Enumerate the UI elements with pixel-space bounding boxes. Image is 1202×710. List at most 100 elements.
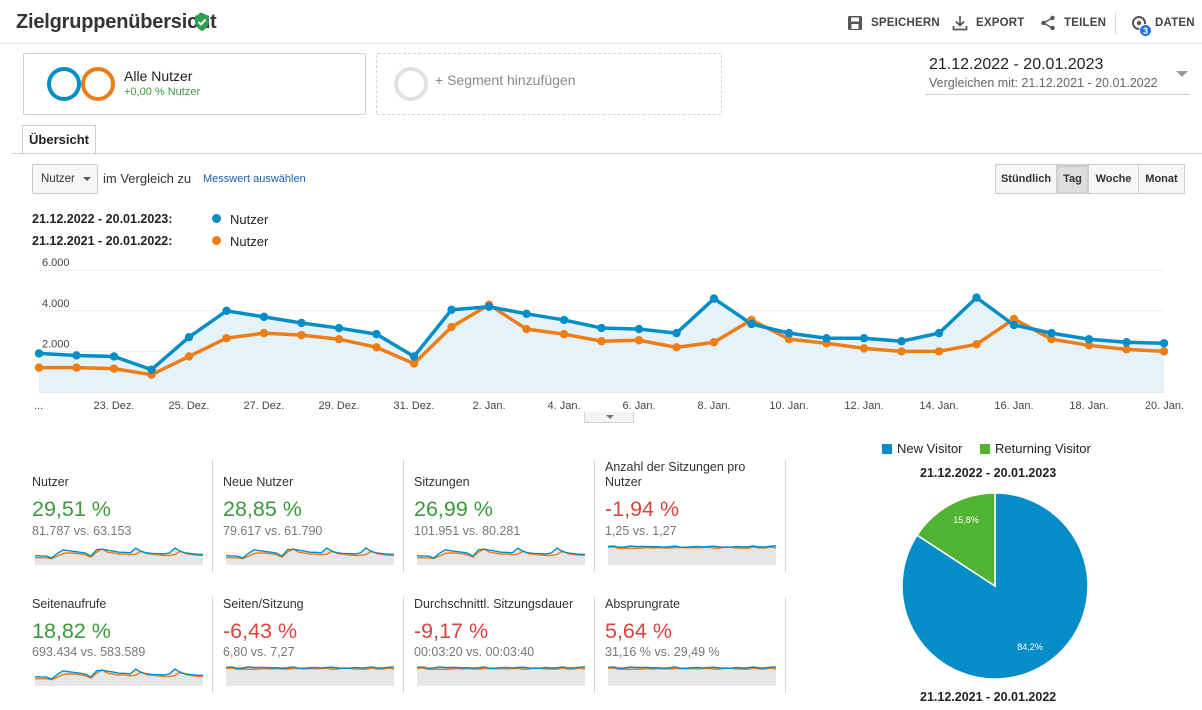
data-point-current[interactable] <box>1047 328 1056 338</box>
data-point-previous[interactable] <box>447 322 456 332</box>
share-button[interactable]: TEILEN <box>1040 13 1106 33</box>
data-point-current[interactable] <box>222 306 231 315</box>
data-point-previous[interactable] <box>597 337 606 346</box>
data-point-current[interactable] <box>447 305 456 314</box>
data-point-previous[interactable] <box>1159 347 1169 356</box>
data-point-previous[interactable] <box>334 335 344 344</box>
share-icon <box>1041 15 1055 31</box>
x-tick-label: 8. Jan. <box>697 400 730 412</box>
data-point-current[interactable] <box>259 312 269 322</box>
sparkline-current <box>416 666 586 669</box>
data-point-current[interactable] <box>409 352 419 361</box>
data-point-previous[interactable] <box>672 343 681 352</box>
data-point-current[interactable] <box>109 352 119 361</box>
data-point-previous[interactable] <box>109 364 119 373</box>
data-point-previous[interactable] <box>259 328 269 338</box>
data-point-previous[interactable] <box>934 347 944 356</box>
sparkline-previous <box>226 548 395 560</box>
tab-underline <box>12 153 1202 154</box>
granularity-week[interactable]: Woche <box>1088 164 1139 194</box>
metric-divider <box>212 460 213 572</box>
data-point-current[interactable] <box>559 315 569 325</box>
export-button[interactable]: EXPORT <box>952 13 1025 33</box>
tab-overview[interactable]: Übersicht <box>22 125 96 154</box>
data-point-previous[interactable] <box>972 340 981 349</box>
pie-slice[interactable] <box>916 493 996 588</box>
segment-name: Alle Nutzer <box>124 68 193 84</box>
data-point-current[interactable] <box>934 328 944 338</box>
data-point-previous[interactable] <box>72 363 81 372</box>
data-point-previous[interactable] <box>1047 335 1056 344</box>
data-point-previous[interactable] <box>559 329 569 339</box>
data-point-previous[interactable] <box>1122 345 1131 354</box>
data-point-previous[interactable] <box>1084 341 1094 350</box>
data-point-current[interactable] <box>822 333 831 343</box>
pie-legend-swatch <box>980 443 990 454</box>
metric-sparkline <box>225 666 395 686</box>
data-point-current[interactable] <box>784 328 794 338</box>
save-label: SPEICHERN <box>871 17 940 29</box>
save-button[interactable]: SPEICHERN <box>847 13 940 33</box>
data-point-current[interactable] <box>747 319 756 329</box>
data-point-previous[interactable] <box>297 330 306 340</box>
metric-sparkline <box>225 547 395 565</box>
pie-slice-label: 15,8% <box>953 515 979 525</box>
data-point-current[interactable] <box>709 294 719 303</box>
data-point-previous[interactable] <box>372 343 381 352</box>
data-point-current[interactable] <box>672 328 681 338</box>
data-point-current[interactable] <box>522 309 531 319</box>
date-range-underline <box>925 94 1190 95</box>
metric-dropdown[interactable]: Nutzer <box>32 164 98 194</box>
metric-comparison: 81.787 vs. 63.153 <box>32 524 132 538</box>
legend-metric-current: Nutzer <box>230 212 269 227</box>
pie-range-previous: 21.12.2021 - 20.01.2022 <box>920 690 1057 704</box>
legend-dot-current <box>212 214 221 223</box>
data-point-current[interactable] <box>597 323 606 333</box>
data-point-current[interactable] <box>72 351 81 360</box>
data-point-previous[interactable] <box>409 359 419 368</box>
date-dropdown-caret-icon[interactable] <box>1176 71 1188 77</box>
data-point-previous[interactable] <box>784 335 794 344</box>
granularity-day[interactable]: Tag <box>1056 164 1089 194</box>
sparkline-area <box>608 667 776 686</box>
data-point-current[interactable] <box>859 333 869 343</box>
metric-comparison: 693.434 vs. 583.589 <box>32 645 146 659</box>
data-point-previous[interactable] <box>897 347 906 356</box>
data-point-current[interactable] <box>1084 335 1094 344</box>
data-point-previous[interactable] <box>709 338 719 347</box>
data-point-previous[interactable] <box>522 324 531 334</box>
x-tick-label: 31. Dez. <box>394 400 435 412</box>
data-point-current[interactable] <box>297 318 306 328</box>
data-point-current[interactable] <box>1122 338 1131 347</box>
data-point-previous[interactable] <box>222 333 231 343</box>
metric-label: Neue Nutzer <box>223 475 294 489</box>
data-point-current[interactable] <box>1009 320 1019 330</box>
legend-dot-previous <box>212 236 221 245</box>
chart-collapse-toggle[interactable] <box>584 412 634 423</box>
select-metric-link[interactable]: Messwert auswählen <box>203 173 306 185</box>
data-point-previous[interactable] <box>859 344 869 353</box>
metric-divider <box>403 460 404 572</box>
granularity-hourly[interactable]: Stündlich <box>995 164 1057 194</box>
data-point-previous[interactable] <box>1009 314 1019 324</box>
granularity-month[interactable]: Monat <box>1138 164 1185 194</box>
metric-change-percent: -6,43 % <box>223 619 298 643</box>
segment-all-users[interactable]: Alle Nutzer +0,00 % Nutzer <box>23 53 366 115</box>
add-segment-button[interactable]: + Segment hinzufügen <box>376 53 722 115</box>
data-point-current[interactable] <box>372 329 381 339</box>
data-point-current[interactable] <box>484 302 494 311</box>
data-point-previous[interactable] <box>34 363 44 372</box>
data-point-previous[interactable] <box>634 336 644 345</box>
data-point-current[interactable] <box>34 349 44 358</box>
data-point-current[interactable] <box>634 324 644 334</box>
data-point-current[interactable] <box>1159 339 1169 348</box>
data-point-previous[interactable] <box>184 352 194 361</box>
date-range[interactable]: 21.12.2022 - 20.01.2023 <box>929 56 1104 73</box>
data-point-current[interactable] <box>147 365 156 374</box>
data-point-current[interactable] <box>334 323 344 333</box>
segment-percentage: +0,00 % Nutzer <box>124 86 201 98</box>
x-tick-label: 20. Jan. <box>1145 400 1184 412</box>
data-point-current[interactable] <box>897 337 906 346</box>
data-point-current[interactable] <box>184 332 194 342</box>
data-point-current[interactable] <box>972 293 981 302</box>
